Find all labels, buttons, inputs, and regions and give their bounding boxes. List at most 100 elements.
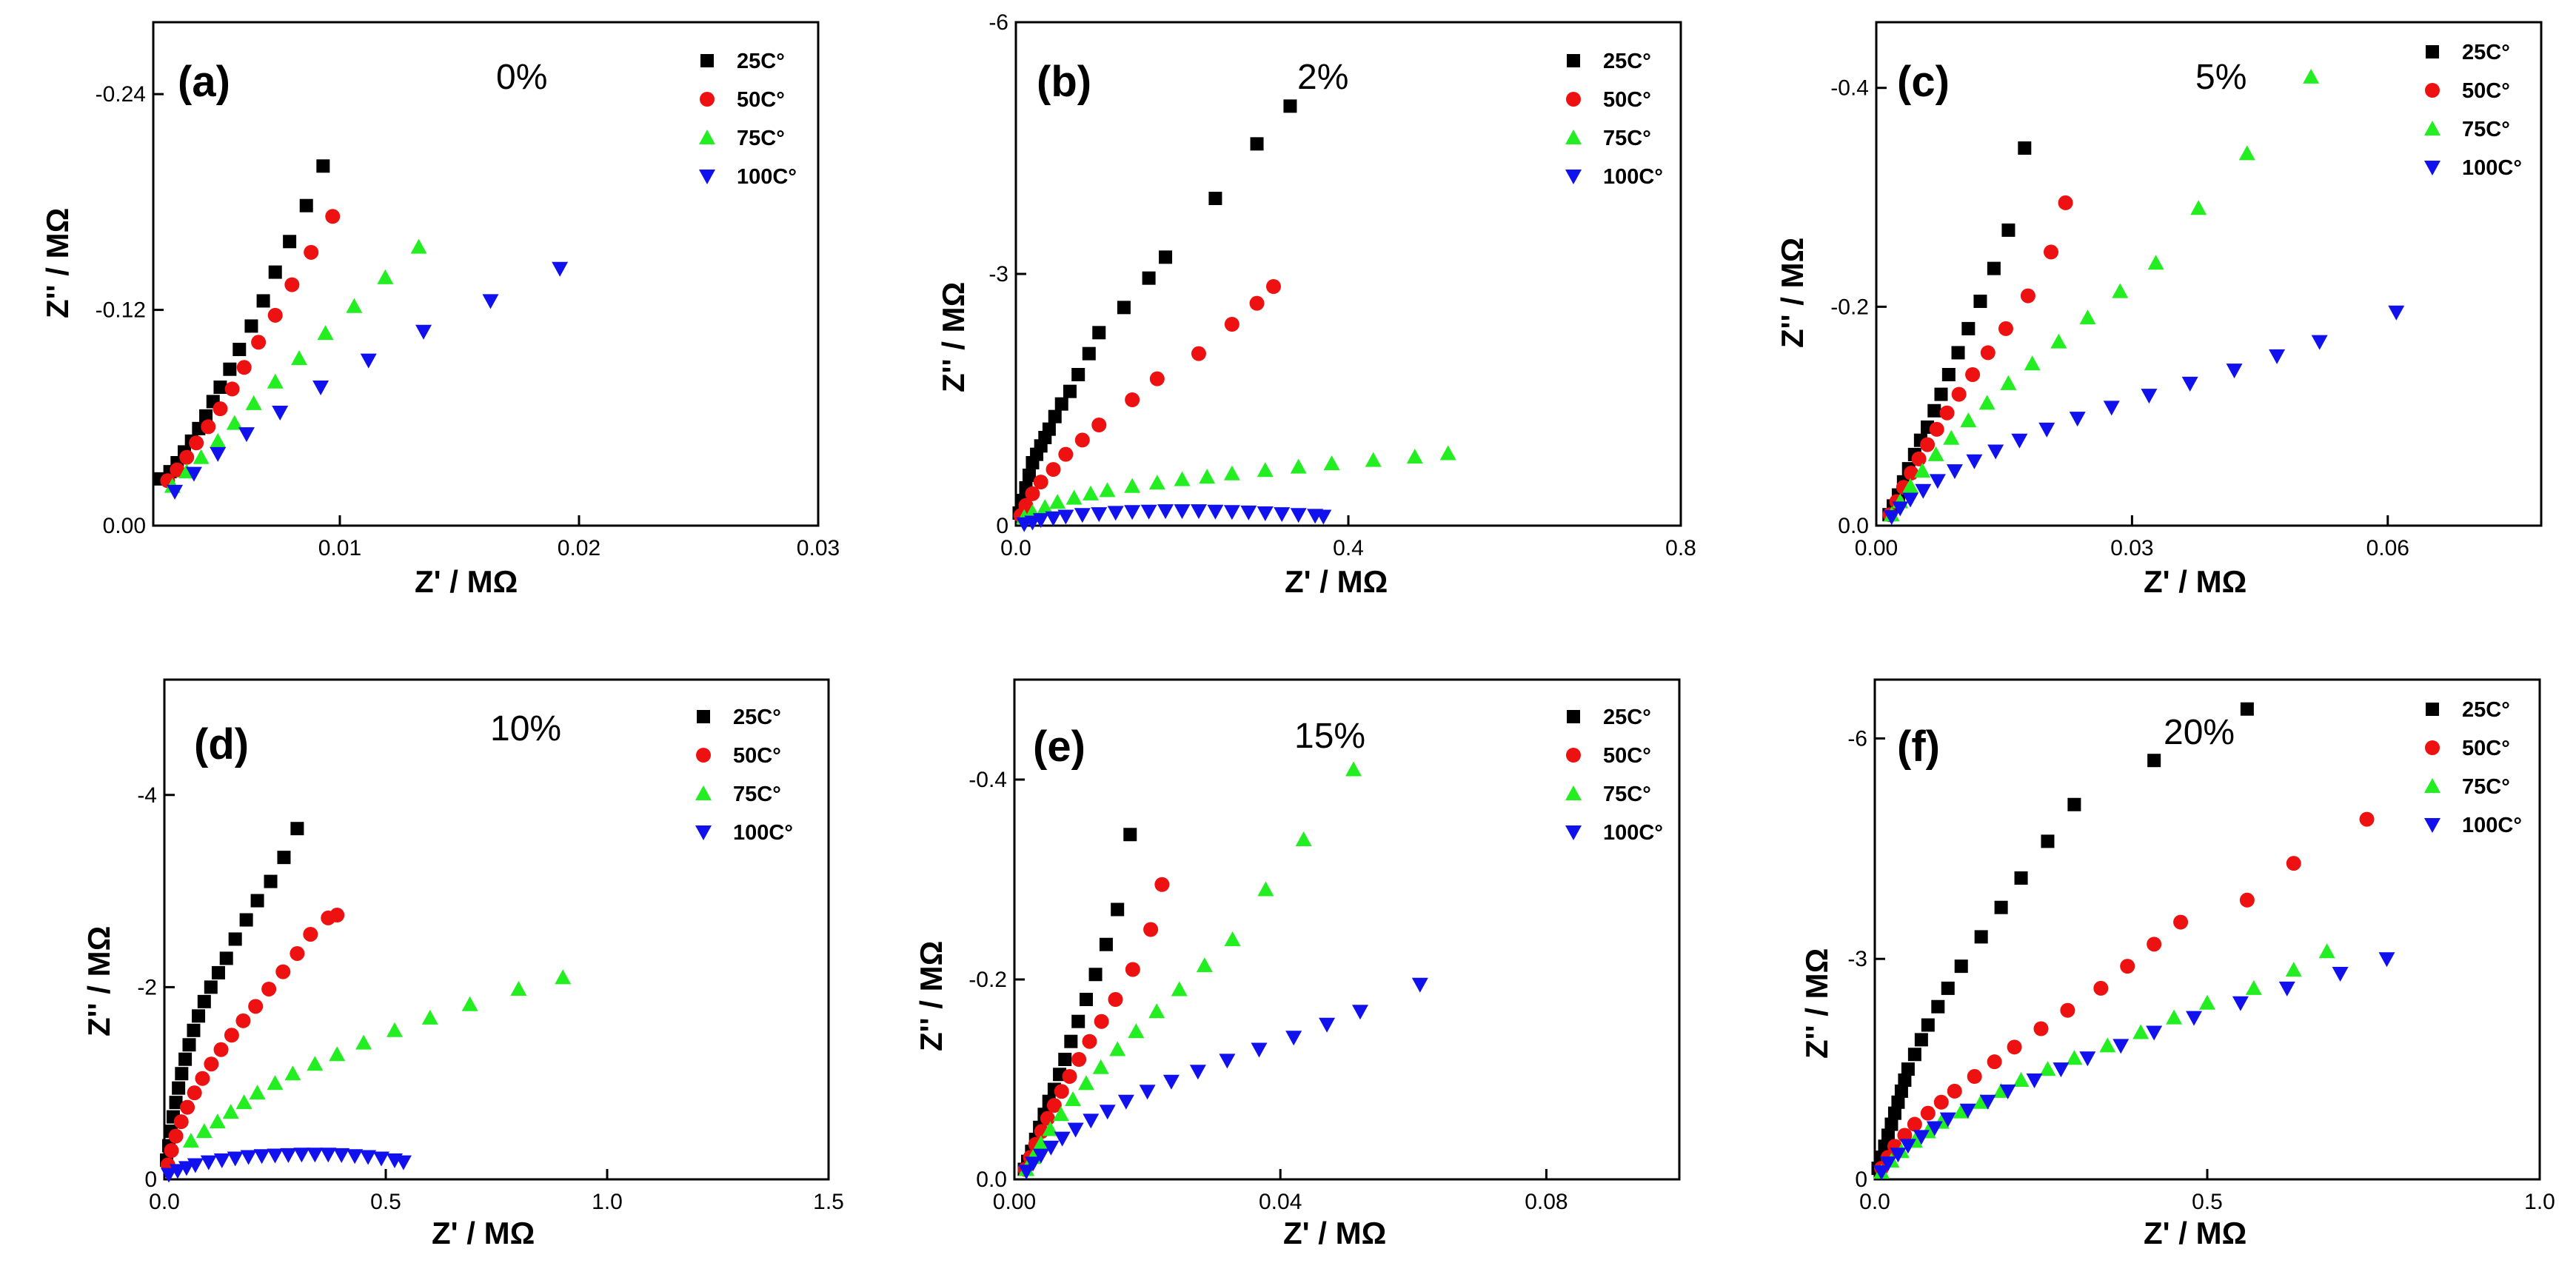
- panel-b-percent: 2%: [1297, 58, 1348, 97]
- data-point-25C: [172, 1081, 186, 1095]
- data-point-100C: [2269, 349, 2286, 364]
- data-point-100C: [1157, 504, 1174, 520]
- data-point-100C: [1091, 507, 1108, 523]
- data-point-50C: [2239, 892, 2255, 908]
- data-point-100C: [482, 294, 499, 309]
- data-point-25C: [290, 822, 304, 836]
- data-point-50C: [1191, 346, 1206, 361]
- data-point-100C: [1979, 1094, 1996, 1110]
- data-point-50C: [224, 1028, 239, 1043]
- legend-label-75C: 75C°: [737, 127, 785, 150]
- panel-a: (a) 0% Z' / MΩ Z'' / MΩ 0.01 0.02 0.03 0.00…: [40, 21, 840, 599]
- panel-d-y-axis-label: Z'' / MΩ: [81, 926, 116, 1036]
- data-point-100C: [1240, 505, 1257, 520]
- data-point-50C: [2007, 1039, 2022, 1055]
- data-point-75C: [209, 1113, 226, 1129]
- x-tick-label: 0.01: [318, 536, 361, 560]
- data-point-50C: [2044, 244, 2059, 260]
- data-point-75C: [284, 1065, 301, 1081]
- data-point-75C: [2199, 994, 2215, 1010]
- panel-b-marks: [1012, 99, 1456, 532]
- data-point-75C: [2099, 1037, 2116, 1053]
- legend-marker-25C: [2426, 45, 2439, 58]
- y-tick-label: -0.2: [1830, 295, 1869, 319]
- data-point-50C: [201, 419, 216, 435]
- data-point-100C: [1190, 504, 1207, 520]
- data-point-50C: [1091, 418, 1107, 432]
- data-point-100C: [2278, 981, 2295, 996]
- y-tick-label: -0.24: [96, 82, 146, 107]
- data-point-100C: [200, 1155, 217, 1170]
- data-point-50C: [1265, 279, 1281, 294]
- data-point-25C: [1901, 1062, 1915, 1076]
- data-point-50C: [2033, 1021, 2049, 1036]
- x-tick-label: 0.4: [1333, 536, 1364, 560]
- data-point-100C: [1162, 1074, 1180, 1090]
- data-point-75C: [1960, 412, 1977, 428]
- panel-f-label: (f): [1897, 723, 1940, 771]
- data-point-100C: [2038, 422, 2055, 438]
- data-point-25C: [1058, 1053, 1072, 1066]
- data-point-75C: [2190, 200, 2207, 215]
- x-tick-label: 0.04: [1259, 1190, 1302, 1214]
- data-point-100C: [2141, 389, 2158, 404]
- x-tick-label: 0.00: [1855, 536, 1898, 560]
- data-point-100C: [187, 1158, 204, 1173]
- data-point-25C: [264, 874, 278, 888]
- data-point-50C: [236, 360, 252, 375]
- data-point-50C: [1125, 392, 1140, 407]
- data-point-25C: [1071, 1014, 1085, 1028]
- data-point-100C: [1257, 506, 1274, 521]
- panel-e-frame: [1013, 678, 1681, 1181]
- data-point-75C: [1052, 1106, 1069, 1122]
- data-point-25C: [199, 409, 213, 423]
- data-point-100C: [1032, 1148, 1049, 1164]
- data-point-75C: [2245, 979, 2262, 995]
- data-point-100C: [238, 427, 255, 443]
- data-point-100C: [2311, 335, 2328, 350]
- data-point-50C: [1154, 877, 1170, 892]
- data-point-75C: [461, 996, 478, 1011]
- data-point-75C: [555, 969, 572, 985]
- legend-marker-100C: [695, 825, 712, 840]
- data-point-100C: [1274, 507, 1291, 523]
- data-point-75C: [1914, 463, 1931, 478]
- y-tick-label: -3: [988, 262, 1008, 287]
- legend-label-75C: 75C°: [733, 783, 781, 806]
- panel-d-percent: 10%: [490, 709, 561, 748]
- data-point-100C: [240, 1150, 257, 1165]
- data-point-100C: [2388, 305, 2405, 321]
- panel-f-marks: [1871, 702, 2395, 1181]
- data-point-75C: [1109, 1041, 1126, 1056]
- legend-marker-25C: [697, 710, 710, 723]
- data-point-50C: [1980, 345, 1995, 361]
- data-point-75C: [1290, 458, 1307, 474]
- data-point-100C: [1223, 505, 1240, 520]
- y-tick-label: -0.12: [96, 298, 146, 323]
- data-point-75C: [329, 1046, 346, 1062]
- data-point-100C: [1067, 1122, 1084, 1138]
- data-point-75C: [317, 325, 334, 341]
- data-point-50C: [2147, 937, 2162, 952]
- data-point-50C: [2286, 856, 2301, 871]
- data-point-75C: [222, 1104, 239, 1119]
- data-point-75C: [2303, 68, 2320, 84]
- data-point-100C: [1966, 454, 1983, 469]
- data-point-100C: [1251, 1042, 1268, 1058]
- data-point-100C: [1999, 1084, 2016, 1099]
- data-point-50C: [325, 209, 341, 224]
- data-point-50C: [303, 926, 318, 942]
- data-point-50C: [213, 1042, 229, 1057]
- data-point-100C: [1411, 977, 1428, 993]
- data-point-25C: [2041, 834, 2055, 848]
- data-point-75C: [1345, 761, 1362, 777]
- x-tick-label: 0.03: [797, 536, 840, 560]
- data-point-75C: [226, 415, 243, 430]
- y-tick-label: -2: [137, 975, 157, 999]
- y-tick-label: -0.2: [968, 968, 1007, 992]
- data-point-100C: [1987, 444, 2004, 460]
- data-point-100C: [1902, 492, 1919, 508]
- data-point-25C: [1974, 930, 1988, 944]
- panel-a-legend: 25C° 50C° 75C° 100C°: [699, 50, 797, 189]
- data-point-75C: [2112, 283, 2129, 298]
